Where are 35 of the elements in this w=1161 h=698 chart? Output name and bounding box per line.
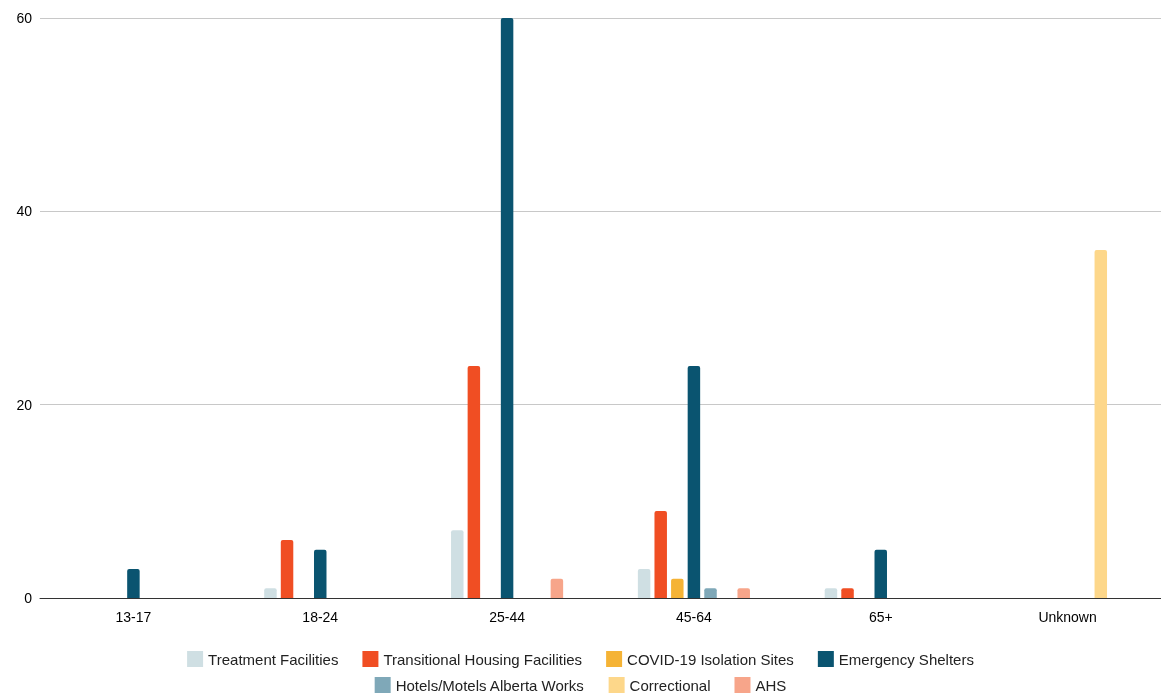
bar	[500, 18, 514, 598]
bar	[654, 511, 667, 598]
bar	[280, 540, 294, 598]
bar	[671, 578, 684, 598]
bar	[264, 588, 277, 598]
bar	[550, 578, 564, 598]
y-tick-label: 0	[24, 590, 33, 606]
bar	[824, 588, 838, 598]
legend-label: COVID-19 Isolation Sites	[627, 650, 794, 668]
legend-label: Hotels/Motels Alberta Works	[395, 676, 584, 694]
bar	[737, 588, 750, 598]
legend-label: Emergency Shelters	[838, 650, 974, 668]
bar	[841, 588, 854, 598]
legend-label: Transitional Housing Facilities	[383, 650, 583, 668]
bar	[314, 549, 327, 598]
y-tick-label: 60	[16, 10, 33, 26]
bar	[637, 569, 651, 598]
x-tick-label: Unknown	[1038, 609, 1097, 625]
legend-label: Treatment Facilities	[208, 650, 339, 668]
bar	[1094, 250, 1108, 598]
y-tick-label: 40	[16, 203, 33, 220]
bar	[874, 549, 887, 598]
bar	[451, 530, 464, 598]
x-tick-label: 25-44	[489, 609, 526, 625]
y-tick-label: 20	[16, 396, 33, 413]
legend-label: Correctional	[629, 676, 711, 694]
x-tick-label: 18-24	[302, 609, 339, 625]
bar	[467, 366, 481, 598]
bar	[687, 366, 701, 598]
x-tick-label: 65+	[868, 609, 893, 625]
bar	[704, 588, 717, 598]
legend-label: AHS	[755, 676, 787, 694]
x-tick-label: 45-64	[676, 609, 713, 625]
bar	[127, 569, 140, 598]
x-tick-label: 13-17	[115, 609, 152, 625]
